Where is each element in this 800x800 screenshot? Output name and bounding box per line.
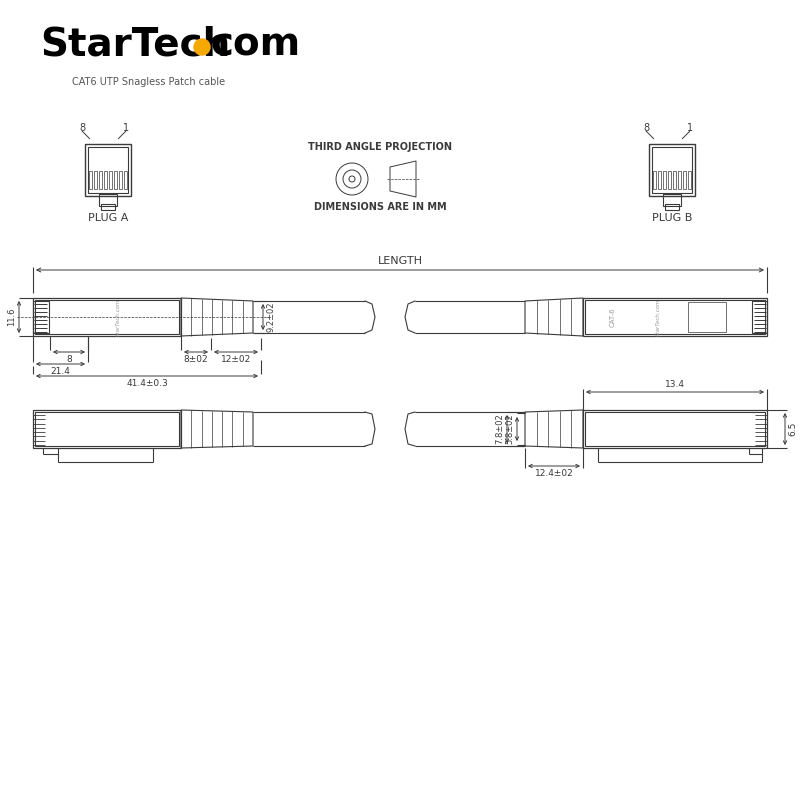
Text: PLUG B: PLUG B <box>652 213 692 223</box>
Text: 8: 8 <box>643 123 649 133</box>
Text: 8: 8 <box>66 355 72 364</box>
Bar <box>33 298 181 336</box>
Bar <box>85 144 131 196</box>
Bar <box>33 410 181 448</box>
Text: 12.4±02: 12.4±02 <box>534 469 574 478</box>
Text: StarTech: StarTech <box>40 26 230 64</box>
Circle shape <box>194 39 210 55</box>
Bar <box>752 301 767 333</box>
Bar <box>658 171 661 189</box>
Text: PLUG A: PLUG A <box>88 213 128 223</box>
Bar <box>688 302 726 332</box>
Text: com: com <box>210 26 300 64</box>
Text: LENGTH: LENGTH <box>378 256 422 266</box>
Text: 6.5: 6.5 <box>788 422 797 436</box>
Text: 11.6: 11.6 <box>7 308 16 326</box>
Bar <box>88 147 128 193</box>
Bar <box>99 171 102 189</box>
Text: 8: 8 <box>79 123 85 133</box>
Bar <box>683 171 686 189</box>
Bar <box>688 171 691 189</box>
Bar <box>35 300 179 334</box>
Text: THIRD ANGLE PROJECTION: THIRD ANGLE PROJECTION <box>308 142 452 152</box>
Bar <box>585 300 765 334</box>
Bar <box>101 204 115 210</box>
Text: StarTech.com: StarTech.com <box>115 298 121 336</box>
Bar <box>678 171 681 189</box>
Bar <box>35 412 179 446</box>
Bar <box>109 171 112 189</box>
Bar <box>583 298 767 336</box>
Bar <box>585 412 765 446</box>
Bar <box>663 171 666 189</box>
Text: 1: 1 <box>687 123 693 133</box>
Bar <box>663 194 681 206</box>
Bar <box>124 171 127 189</box>
Text: 21.4: 21.4 <box>50 367 70 376</box>
Bar <box>652 147 692 193</box>
Text: DIMENSIONS ARE IN MM: DIMENSIONS ARE IN MM <box>314 202 446 212</box>
Bar <box>653 171 656 189</box>
Text: 7.8±02: 7.8±02 <box>495 414 504 444</box>
Text: 9.2±02: 9.2±02 <box>266 302 275 332</box>
Text: 5.8±02: 5.8±02 <box>505 414 514 444</box>
Bar <box>668 171 671 189</box>
Text: 41.4±0.3: 41.4±0.3 <box>126 379 168 388</box>
Bar <box>673 171 676 189</box>
Text: 1: 1 <box>123 123 129 133</box>
Text: CAT6 UTP Snagless Patch cable: CAT6 UTP Snagless Patch cable <box>72 77 225 87</box>
Text: StarTech.com: StarTech.com <box>655 298 661 336</box>
Bar <box>119 171 122 189</box>
Text: 8±02: 8±02 <box>184 355 208 364</box>
Bar <box>649 144 695 196</box>
Bar <box>89 171 92 189</box>
Bar <box>94 171 97 189</box>
Text: 13.4: 13.4 <box>665 380 685 389</box>
Text: CAT-6: CAT-6 <box>610 307 616 327</box>
Bar <box>665 204 679 210</box>
Bar <box>99 194 117 206</box>
Text: 12±02: 12±02 <box>221 355 251 364</box>
Bar <box>104 171 107 189</box>
Bar <box>33 301 49 333</box>
Bar <box>583 410 767 448</box>
Bar <box>114 171 117 189</box>
